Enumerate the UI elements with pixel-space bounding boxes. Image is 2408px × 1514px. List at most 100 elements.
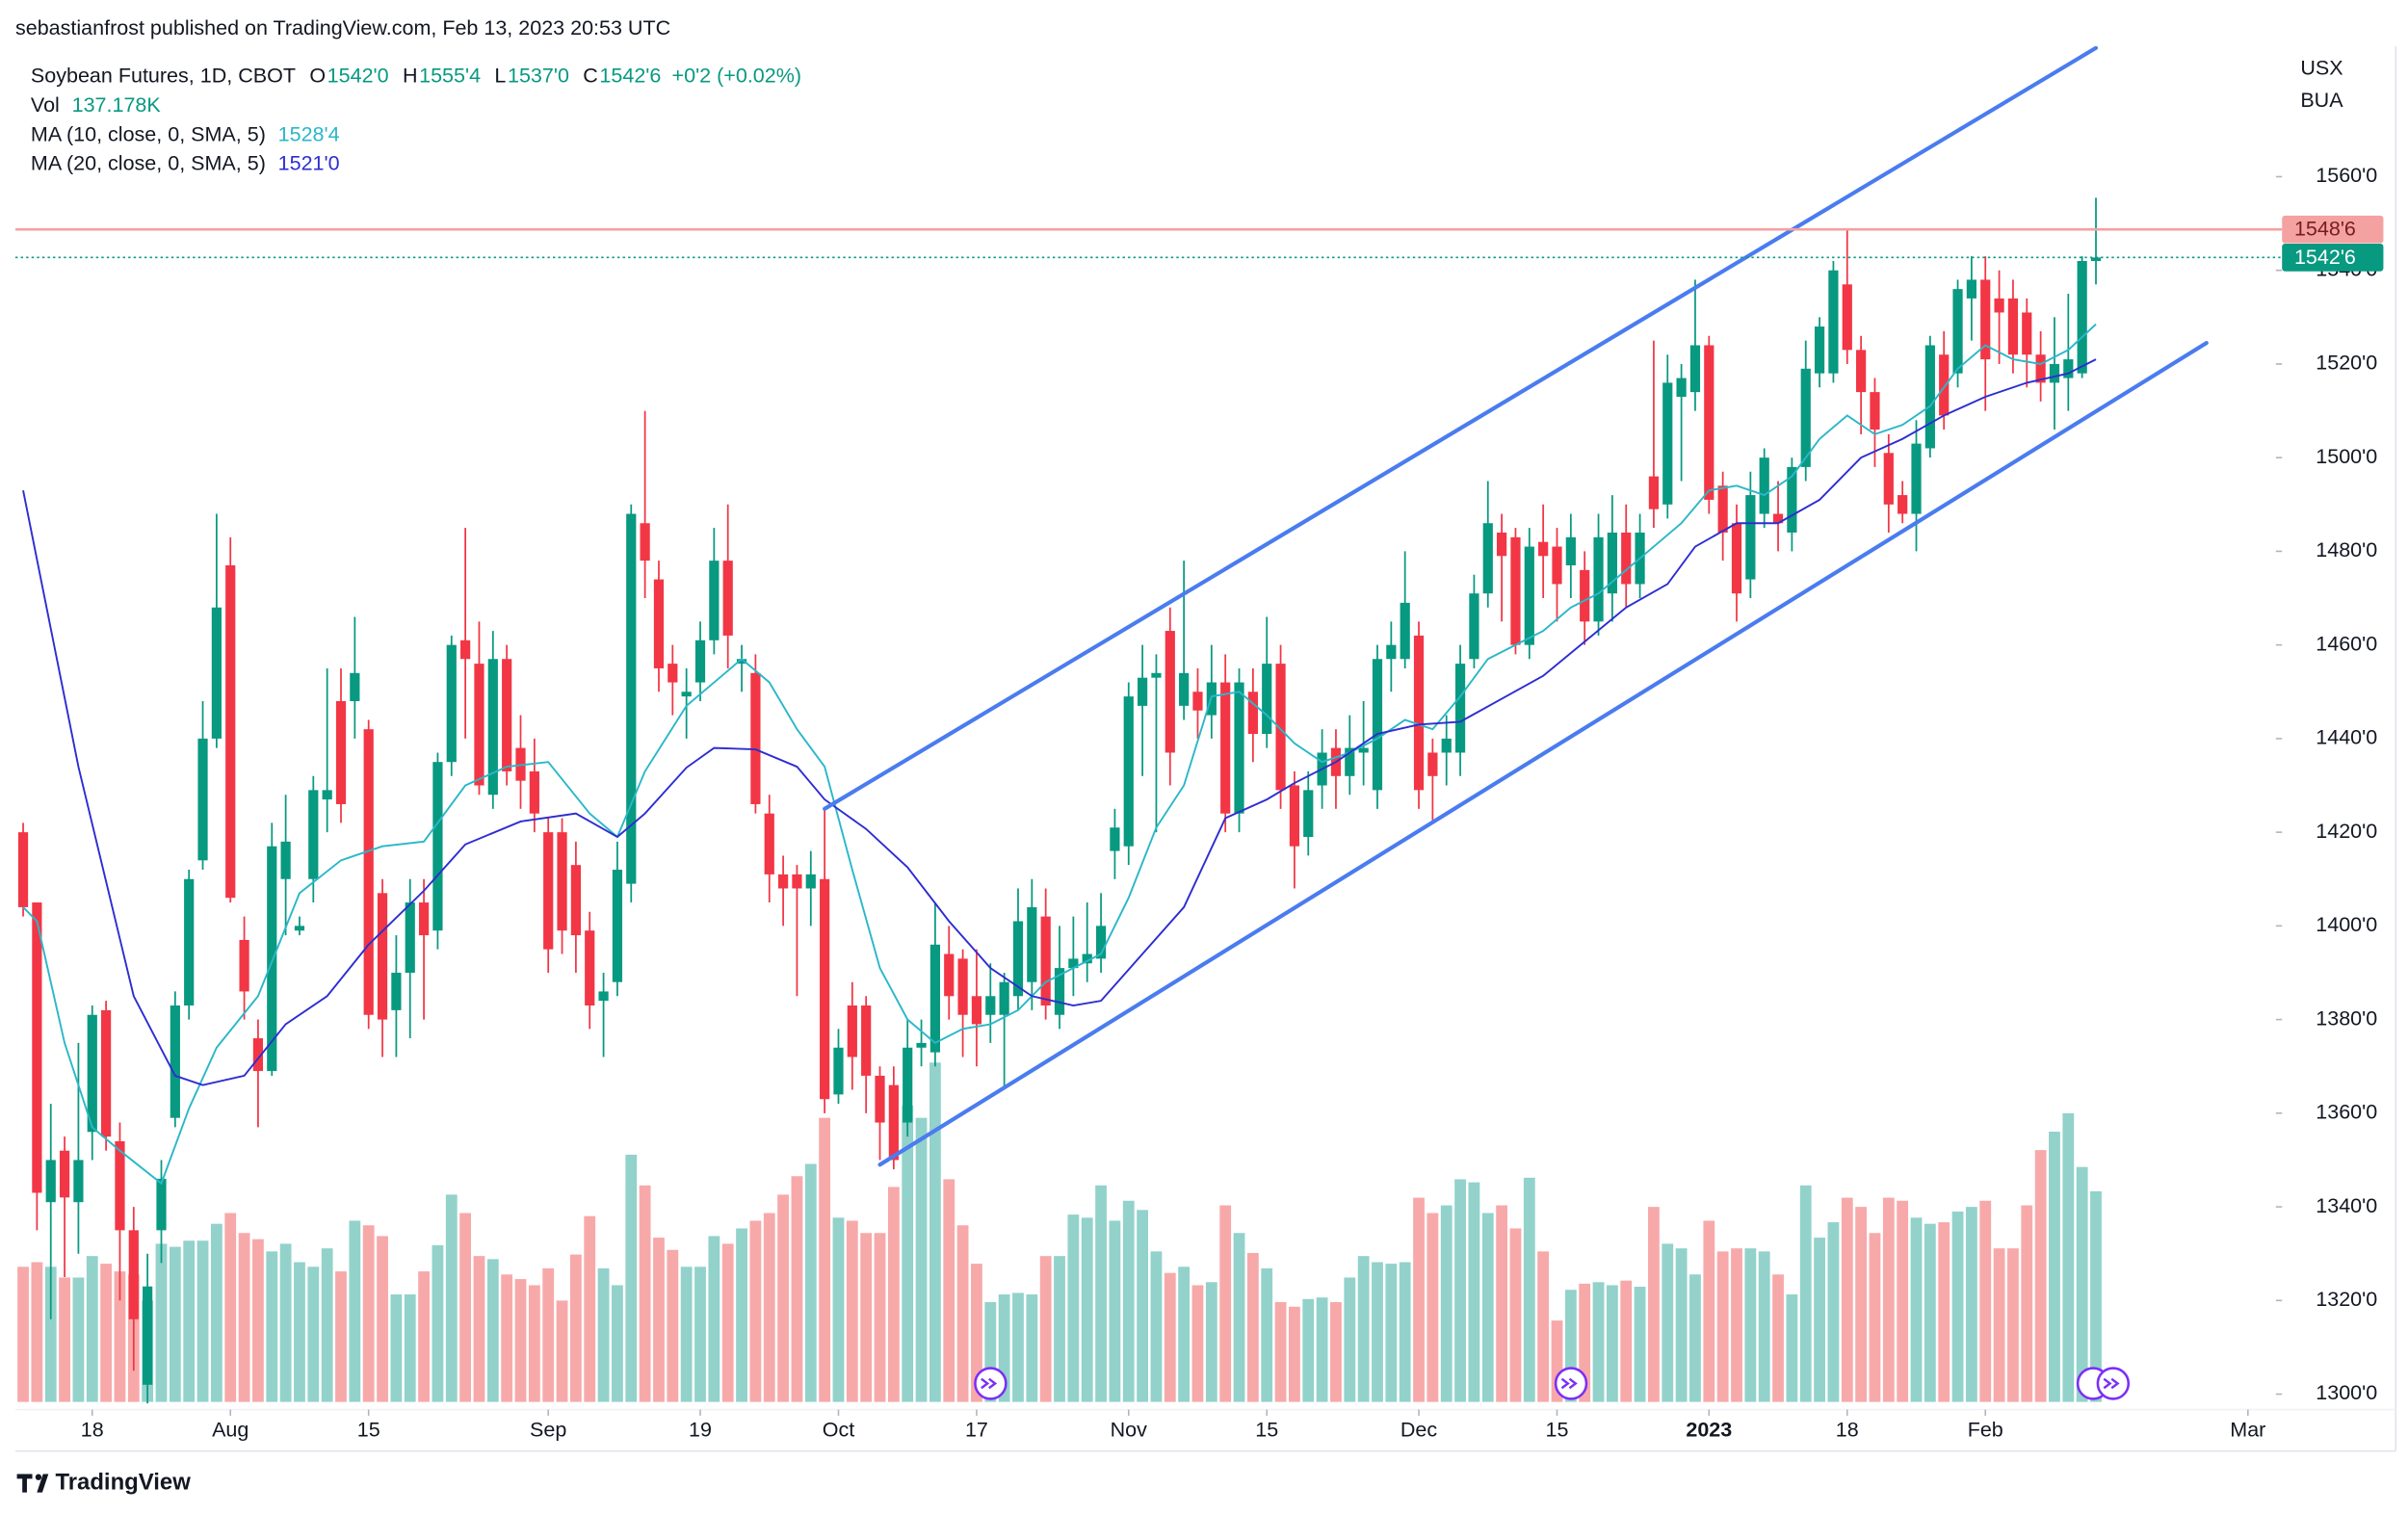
volume-bar (1440, 1205, 1453, 1402)
volume-bar (680, 1266, 693, 1402)
candle-body (1372, 659, 1383, 791)
volume-bar (44, 1266, 57, 1402)
volume-bar (2090, 1190, 2102, 1402)
volume-bar (2062, 1112, 2075, 1402)
x-tick-label: Aug (212, 1419, 249, 1442)
volume-bar (1731, 1248, 1742, 1402)
volume-bar (1924, 1223, 1936, 1402)
volume-bar (721, 1243, 734, 1402)
volume-bar (294, 1262, 305, 1402)
y-tick-label: 1360'0 (2316, 1101, 2377, 1124)
candle-body (474, 664, 484, 786)
volume-bar (1122, 1200, 1135, 1402)
volume-bar (1993, 1248, 2005, 1402)
candle-body (239, 939, 249, 992)
y-tick-label: 1340'0 (2316, 1194, 2377, 1217)
volume-bar (1233, 1233, 1245, 1402)
volume-bar (1357, 1256, 1370, 1402)
logo-mark (16, 1474, 49, 1493)
volume-bar (915, 1117, 928, 1402)
candle-body (1524, 546, 1534, 645)
volume-bar (804, 1163, 817, 1402)
candle-body (736, 659, 747, 665)
candle-body (1689, 345, 1701, 393)
volume-bar (1454, 1179, 1466, 1402)
candle-body (1538, 541, 1549, 557)
volume-bar (459, 1213, 472, 1402)
event-icon[interactable] (974, 1367, 1008, 1400)
event-icon[interactable] (1554, 1367, 1588, 1400)
volume-bar (1426, 1213, 1439, 1402)
volume-bar (418, 1271, 430, 1402)
candle-body (653, 579, 665, 668)
volume-bar (1109, 1220, 1121, 1402)
candle-body (156, 1178, 167, 1231)
volume-bar (224, 1213, 237, 1402)
volume-bar (1413, 1197, 1425, 1402)
legend-line: Soybean Futures, 1D, CBOT O 1542'0 H 1555'4 L… (31, 64, 801, 87)
volume-bar (597, 1267, 610, 1402)
candle-body (598, 991, 609, 1002)
volume-bar (2021, 1205, 2033, 1402)
candle-body (1552, 546, 1562, 585)
candle-body (391, 972, 402, 1010)
volume-bar (874, 1233, 886, 1402)
legend-change: +0'2 (+0.02%) (672, 64, 801, 87)
candle-body (667, 664, 678, 683)
x-tick-label: 18 (1836, 1419, 1859, 1442)
volume-bar (445, 1194, 458, 1402)
legend-ohlc-label: O (309, 64, 326, 87)
candle-body (2035, 354, 2046, 383)
candle-body (1110, 827, 1120, 851)
y-tick-label: 1320'0 (2316, 1288, 2377, 1311)
candle-body (1883, 453, 1894, 505)
candle-body (418, 902, 430, 936)
candle-body (805, 874, 816, 889)
volume-bar (1399, 1262, 1411, 1402)
candle-body (363, 729, 374, 1015)
candle-body (1510, 536, 1521, 645)
candle-body (694, 640, 706, 683)
volume-bar (1246, 1252, 1259, 1402)
volume-bar (777, 1194, 789, 1402)
volume-bar (612, 1285, 623, 1402)
volume-bar (1330, 1301, 1342, 1402)
legend-symbol: Soybean Futures, 1D, CBOT (31, 64, 296, 87)
legend-line: MA (20, close, 0, SMA, 5) 1521'0 (31, 151, 340, 174)
candle-body (308, 790, 319, 879)
candle-body (847, 1005, 857, 1057)
candle-body (1787, 466, 1797, 533)
volume-bar (1662, 1243, 1674, 1402)
volume-bar (749, 1220, 762, 1402)
volume-bar (362, 1225, 375, 1402)
x-tick-label: Sep (530, 1419, 566, 1442)
candle-body (1469, 593, 1479, 660)
volume-bar (1095, 1185, 1107, 1402)
candle-body (432, 762, 443, 931)
x-tick-label: 15 (1546, 1419, 1569, 1442)
price-tag-label: 1548'6 (2294, 218, 2356, 241)
candle-body (1027, 906, 1037, 982)
footer-logo (16, 1474, 49, 1493)
x-tick-label: 2023 (1686, 1419, 1732, 1442)
candle-body (87, 1014, 97, 1133)
volume-bar (736, 1228, 747, 1402)
candle-body (170, 1005, 180, 1118)
legend-vol-value: 137.178K (72, 93, 162, 117)
candle-body (197, 738, 208, 861)
volume-bar (183, 1240, 196, 1402)
volume-bar (1039, 1256, 1052, 1402)
candle-body (861, 1005, 872, 1076)
volume-bar (1205, 1282, 1217, 1402)
volume-bar (1385, 1264, 1398, 1402)
volume-bar (1634, 1287, 1646, 1402)
legend-ohlc-label: H (403, 64, 418, 87)
volume-bar (252, 1239, 264, 1402)
candle-body (2077, 260, 2087, 374)
legend-ohlc-value: 1555'4 (419, 64, 481, 87)
candle-body (1497, 532, 1507, 557)
event-icon[interactable] (2096, 1367, 2131, 1400)
candle-body (1911, 443, 1922, 514)
